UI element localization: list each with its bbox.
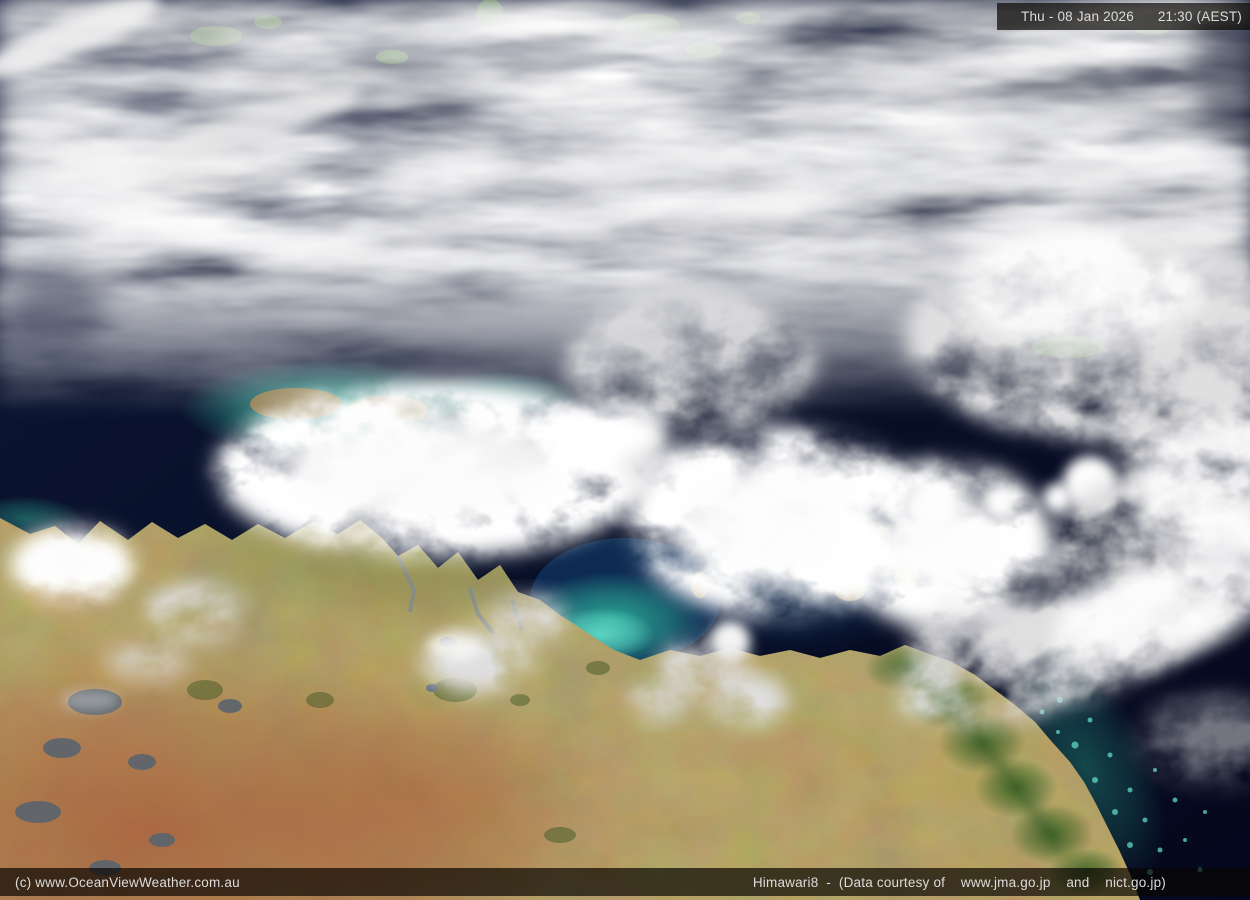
time-label: 21:30 (AEST) [1157, 9, 1242, 24]
cloud-deck-upper [0, 0, 1250, 400]
cloud-masses [10, 225, 1250, 785]
date-label: Thu - 08 Jan 2026 [1021, 9, 1134, 24]
cloud-streak [0, 0, 159, 79]
land-cloud-shadows [15, 689, 242, 876]
attribution-bar: (c) www.OceanViewWeather.com.au Himawari… [0, 868, 1250, 896]
copyright-label: (c) www.OceanViewWeather.com.au [15, 874, 240, 890]
cloud-streak [150, 86, 360, 164]
timestamp-bar: Thu - 08 Jan 2026 21:30 (AEST) [997, 3, 1250, 30]
attribution-label: Himawari8 - (Data courtesy of www.jma.go… [752, 874, 1166, 890]
